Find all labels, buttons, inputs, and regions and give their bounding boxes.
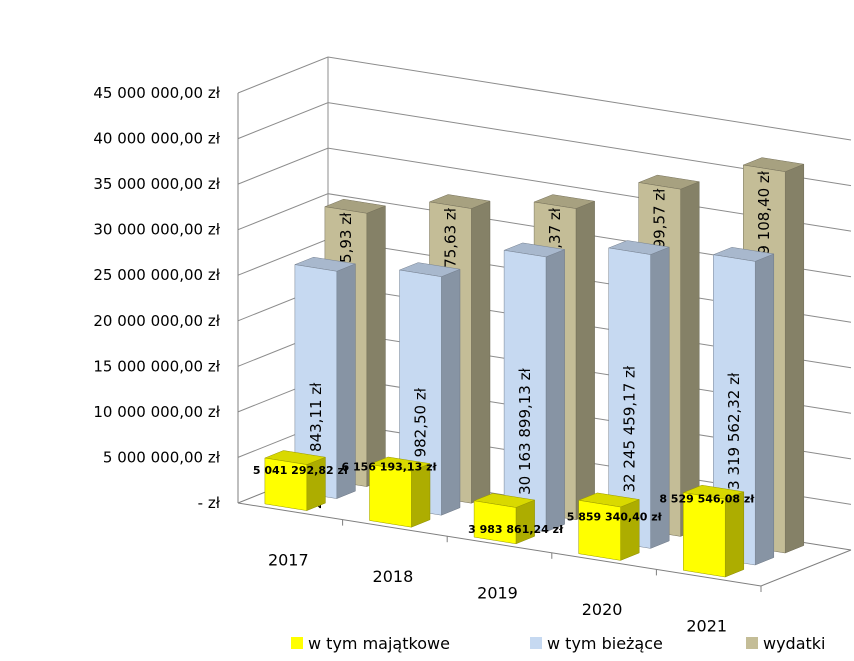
data-label: 6 156 193,13 zł [342,460,438,473]
y-tick-label: - zł [198,494,221,512]
data-label: 5 041 292,82 zł [253,464,349,477]
x-axis-ticks: 2017 2018 2019 2020 2021 [268,550,727,635]
legend-label: w tym majątkowe [308,634,450,653]
x-tick-label: 2020 [582,600,623,619]
data-label: 30 163 899,13 zł [516,368,534,495]
bar [577,492,641,561]
bar [398,262,461,516]
legend-label: w tym bieżące [547,634,663,653]
legend-item: w tym bieżące [530,634,663,653]
legend-item: w tym majątkowe [291,634,450,653]
bar [503,242,566,533]
bar-front [578,500,621,561]
data-label: 32 245 459,17 zł [621,365,639,492]
y-tick-label: 40 000 000,00 zł [93,130,220,148]
legend-swatch [530,637,542,649]
bar-side [620,499,640,561]
bar [473,493,536,545]
bar-side [366,205,386,487]
bar-front [683,492,726,578]
bar-side [575,200,595,521]
bar-side [441,268,461,516]
legend-item: wydatki [746,634,826,653]
y-axis-ticks: - zł 5 000 000,00 zł 10 000 000,00 zł 15 00… [93,84,220,512]
gridline [237,56,852,141]
data-label: 5 859 340,40 zł [567,510,663,523]
y-tick-label: 25 000 000,00 zł [93,266,220,284]
bar [607,240,671,549]
bar [263,450,327,511]
y-tick-label: 30 000 000,00 zł [93,221,220,239]
bar-side [545,249,565,533]
y-tick-label: 15 000 000,00 zł [93,357,220,375]
bar-side [471,200,491,504]
x-tick-label: 2021 [686,617,727,636]
data-label: 3 983 861,24 zł [468,523,564,536]
x-tick-label: 2019 [477,584,518,603]
bar-front [369,464,412,528]
y-tick-label: 45 000 000,00 zł [93,84,220,102]
y-tick-label: 10 000 000,00 zł [93,403,220,421]
bar-side [680,181,700,537]
bar-front [473,500,517,545]
bar [368,456,431,528]
legend-label: wydatki [763,634,826,653]
x-tick-label: 2017 [268,550,309,569]
data-label: 8 529 546,08 zł [659,493,755,506]
legend-swatch [746,637,758,649]
bar-side [784,163,805,554]
y-tick-label: 5 000 000,00 zł [103,448,221,466]
x-tick-label: 2018 [373,567,414,586]
bar [682,484,745,578]
data-label: 33 319 562,32 zł [725,372,743,499]
legend: w tym majątkowe w tym bieżące wydatki [291,634,826,653]
y-tick-label: 20 000 000,00 zł [93,312,220,330]
y-tick-label: 35 000 000,00 zł [93,175,220,193]
bar [293,256,357,499]
bars: 41 849 108,40 zł38 104 799,57 zł34 147 7… [253,157,805,578]
bar-side [754,253,775,566]
bar [712,247,775,566]
bar-front [264,457,308,511]
legend-swatch [291,637,303,649]
